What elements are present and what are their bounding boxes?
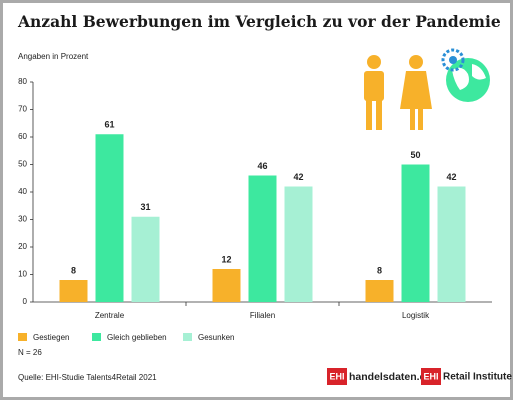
logo-text: Retail Institute bbox=[443, 372, 512, 383]
value-label: 61 bbox=[104, 120, 114, 130]
value-label: 42 bbox=[446, 172, 456, 182]
bar bbox=[437, 186, 466, 302]
bar bbox=[212, 269, 241, 302]
bar bbox=[365, 280, 394, 302]
legend-label: Gesunken bbox=[198, 333, 234, 342]
bar bbox=[248, 175, 277, 302]
icons bbox=[364, 48, 490, 130]
x-tick-label: Logistik bbox=[402, 311, 430, 320]
value-label: 31 bbox=[140, 202, 150, 212]
logo-text: handelsdaten.de bbox=[349, 371, 432, 383]
y-tick-label: 60 bbox=[18, 132, 27, 141]
bar bbox=[401, 164, 430, 302]
chart-title: Anzahl Bewerbungen im Vergleich zu vor d… bbox=[17, 12, 501, 31]
y-tick-label: 70 bbox=[18, 105, 27, 114]
legend-swatch bbox=[92, 333, 101, 341]
y-tick-label: 0 bbox=[23, 297, 28, 306]
source: Quelle: EHI-Studie Talents4Retail 2021 bbox=[18, 373, 157, 382]
legend-label: Gleich geblieben bbox=[107, 333, 167, 342]
value-label: 50 bbox=[410, 150, 420, 160]
legend-label: Gestiegen bbox=[33, 333, 69, 342]
y-tick-label: 50 bbox=[18, 160, 27, 169]
bar bbox=[131, 216, 160, 302]
x-tick-label: Filialen bbox=[250, 311, 275, 320]
bar bbox=[59, 280, 88, 302]
bar bbox=[95, 134, 124, 302]
y-tick-label: 30 bbox=[18, 215, 27, 224]
bar bbox=[284, 186, 313, 302]
value-label: 12 bbox=[221, 254, 231, 264]
logo-text: EHI bbox=[423, 371, 438, 381]
value-label: 8 bbox=[71, 265, 76, 275]
value-label: 42 bbox=[293, 172, 303, 182]
x-tick-label: Zentrale bbox=[95, 311, 125, 320]
y-tick-label: 40 bbox=[18, 187, 27, 196]
y-axis-label: Angaben in Prozent bbox=[18, 52, 89, 61]
y-tick-label: 20 bbox=[18, 242, 27, 251]
y-tick-label: 80 bbox=[18, 77, 27, 86]
value-label: 8 bbox=[377, 265, 382, 275]
logo-text: EHI bbox=[329, 371, 344, 381]
y-tick-label: 10 bbox=[18, 270, 27, 279]
legend-swatch bbox=[183, 333, 192, 341]
legend-swatch bbox=[18, 333, 27, 341]
value-label: 46 bbox=[257, 161, 267, 171]
logos: EHI handelsdaten.de EHI Retail Institute bbox=[327, 368, 512, 385]
note: N = 26 bbox=[18, 348, 42, 357]
